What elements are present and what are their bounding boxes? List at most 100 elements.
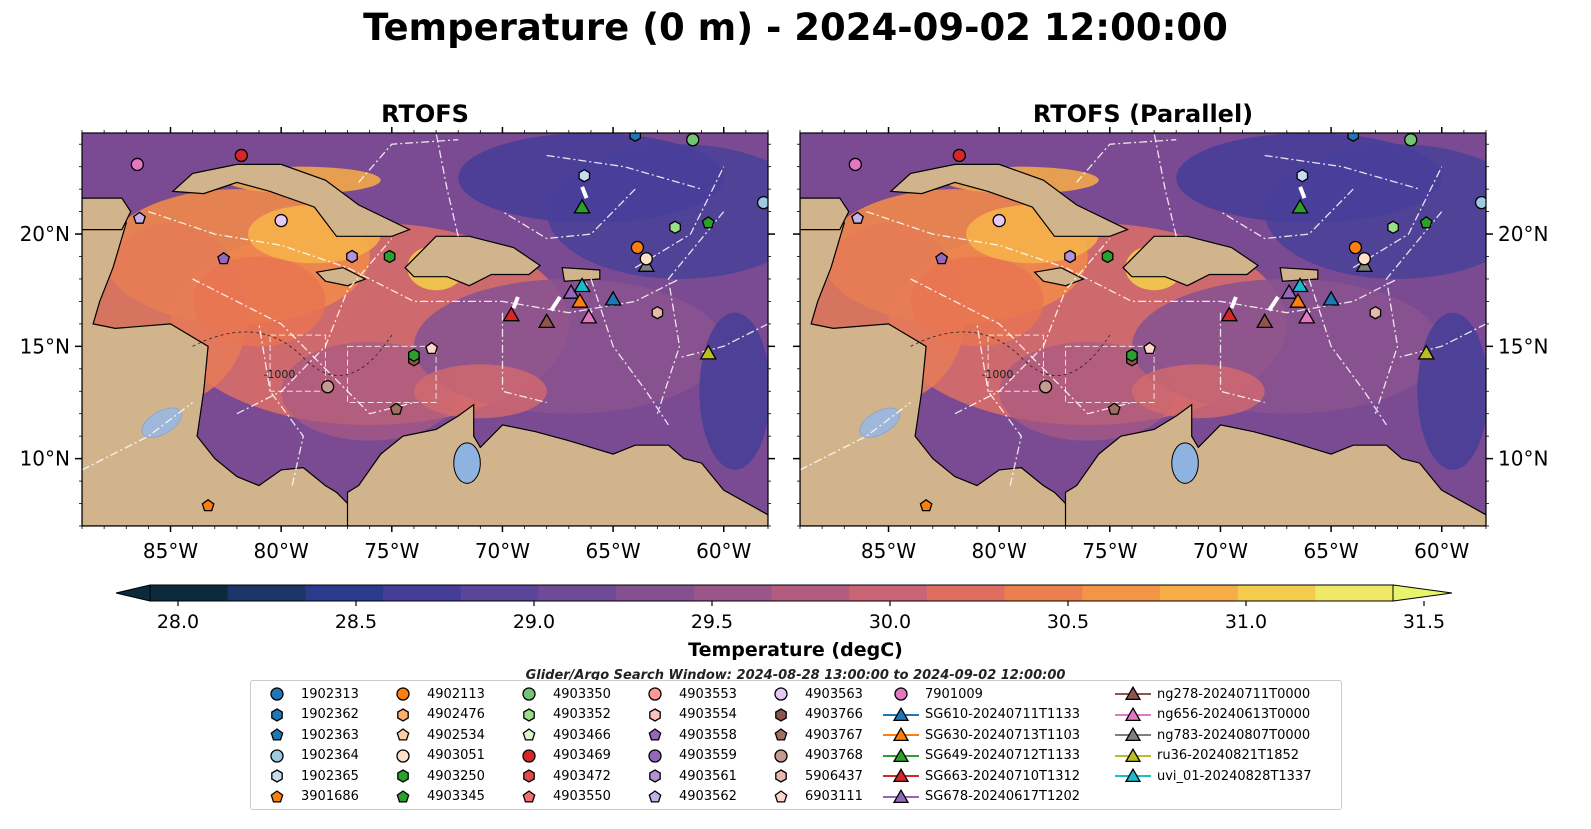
bathymetry-contour-label: -1000: [981, 368, 1013, 381]
legend-hexagon-marker-icon: [523, 769, 535, 783]
colorbar-segment: [1159, 585, 1239, 601]
legend-label: 4903767: [805, 727, 863, 743]
legend-item: 4903352: [509, 705, 611, 725]
observation-marker: [201, 498, 215, 512]
eez-boundary: [1352, 166, 1443, 269]
legend-label: 4903350: [553, 686, 611, 702]
legend-item: 4902476: [383, 705, 485, 725]
temperature-patch: [699, 312, 768, 470]
legend-item: 1902363: [257, 725, 359, 745]
legend-label: 1902363: [301, 727, 359, 743]
legend-circle-marker-icon: [894, 687, 908, 701]
legend-item: 4903051: [383, 746, 485, 766]
eez-boundary: [1153, 133, 1177, 237]
temperature-patch: [910, 256, 1044, 347]
glider-track: [549, 295, 562, 312]
yucatan-land: [800, 197, 850, 231]
legend-item: SG610-20240711T1133: [881, 705, 1080, 725]
legend-label: 4903250: [427, 768, 485, 784]
legend-marker: [649, 769, 661, 783]
legend-item: 4903350: [509, 684, 611, 704]
legend-marker: [775, 769, 787, 783]
observation-marker: [346, 249, 358, 264]
bathymetry-contour: [192, 331, 393, 376]
legend-label: 4902113: [427, 686, 485, 702]
eez-boundary: [634, 166, 725, 269]
observation-marker: [425, 341, 439, 355]
eez-boundary: [1264, 154, 1420, 190]
observation-marker: [1126, 348, 1138, 363]
legend-triangle-marker-icon: [883, 706, 919, 721]
legend-label: 7901009: [925, 686, 983, 702]
temperature-patch: [1176, 133, 1442, 223]
bathymetry-contour-label: -1000: [263, 368, 295, 381]
legend-circle-marker-icon: [270, 687, 284, 701]
legend-item: 4903466: [509, 725, 611, 745]
legend-circle-marker-icon: [648, 687, 662, 701]
legend-marker: [1124, 706, 1142, 721]
puerto-rico-land: [1279, 267, 1319, 282]
observation-marker: [1417, 344, 1435, 360]
legend-label: SG663-20240710T1312: [925, 768, 1081, 784]
legend-title: Glider/Argo Search Window: 2024-08-28 13…: [525, 668, 1066, 683]
legend-item: 4903766: [761, 705, 863, 725]
lat-tick-label: 20°N: [1498, 222, 1548, 246]
observation-marker: [217, 251, 231, 265]
observation-marker: [573, 198, 591, 214]
legend-item: SG678-20240617T1202: [881, 787, 1080, 807]
legend-circle-marker-icon: [522, 687, 536, 701]
observation-marker: [1143, 341, 1157, 355]
legend-marker: [523, 707, 535, 722]
observation-marker: [992, 213, 1006, 228]
legend-marker: [271, 769, 283, 783]
legend-marker: [397, 769, 409, 783]
legend-marker: [649, 707, 661, 722]
legend-item: 5906437: [761, 766, 863, 786]
temperature-patch: [1131, 364, 1265, 419]
legend-item: 4903768: [761, 746, 863, 766]
eez-boundary: [910, 278, 1133, 415]
legend-triangle-marker-icon: [883, 747, 919, 762]
legend-label: 1902364: [301, 748, 359, 763]
colorbar-segment: [849, 585, 928, 601]
legend-marker: [522, 687, 536, 701]
legend-marker: [648, 687, 662, 701]
legend-label: SG630-20240713T1103: [925, 727, 1081, 743]
legend-label: SG610-20240711T1133: [925, 707, 1081, 722]
observation-marker: [1474, 195, 1486, 210]
colorbar-segment: [1082, 585, 1161, 601]
observation-marker: [952, 148, 966, 163]
legend-label: 4903562: [679, 789, 737, 804]
lat-tick-label: 10°N: [1498, 447, 1548, 471]
legend-hexagon-marker-icon: [523, 707, 535, 722]
lat-tick-label: 15°N: [1498, 334, 1548, 358]
eez-boundary: [192, 278, 415, 415]
legend-item: 4903472: [509, 766, 611, 786]
figure-title: Temperature (0 m) - 2024-09-02 12:00:00: [363, 6, 1228, 49]
colorbar-segment: [771, 585, 850, 601]
colorbar-segment: [538, 585, 617, 601]
observation-marker: [320, 380, 335, 394]
legend-circle-marker-icon: [396, 748, 410, 763]
legend-label: 1902313: [301, 686, 359, 702]
legend-marker: [396, 687, 410, 701]
observation-marker: [537, 313, 556, 329]
observation-marker: [383, 249, 396, 264]
observation-marker: [1064, 249, 1076, 264]
legend-triangle-marker-icon: [1115, 726, 1151, 742]
observation-marker: [1255, 313, 1274, 329]
legend-label: 4903472: [553, 768, 611, 784]
legend-pentagon-marker-icon: [270, 789, 284, 803]
glider-track: [1298, 186, 1307, 199]
hispaniola-land: [404, 235, 542, 287]
glider-track: [1229, 296, 1238, 309]
colorbar-tick-label: 30.0: [869, 611, 911, 633]
legend-marker: [271, 707, 283, 722]
observation-marker: [1387, 220, 1399, 235]
legend-circle-marker-icon: [774, 748, 788, 763]
panel-title-left: RTOFS: [381, 100, 469, 128]
observation-marker: [580, 308, 598, 324]
colorbar-frame: [149, 584, 1394, 602]
observation-marker: [133, 211, 146, 224]
